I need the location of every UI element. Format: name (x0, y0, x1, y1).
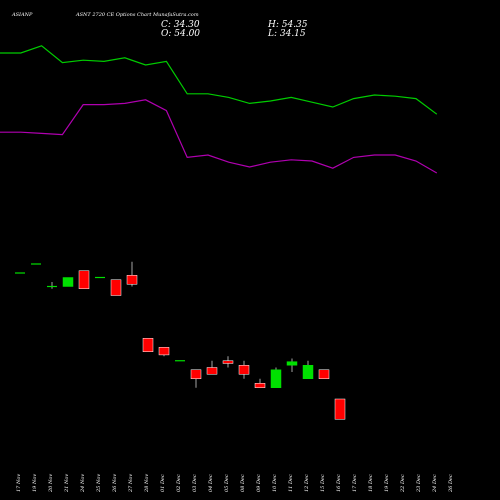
x-tick-label: 25 Nov (96, 474, 102, 493)
candle-body (238, 365, 250, 375)
green-indicator-line (0, 45, 438, 115)
candle-body (110, 279, 122, 296)
x-tick-label: 27 Nov (128, 474, 134, 493)
x-tick-label: 09 Dec (256, 474, 262, 492)
x-tick-label: 28 Nov (144, 474, 150, 493)
candle-body (62, 277, 74, 287)
x-tick-label: 02 Dec (176, 474, 182, 492)
x-tick-label: 21 Nov (64, 474, 70, 493)
x-tick-label: 01 Dec (160, 474, 166, 492)
x-tick-label: 18 Dec (368, 474, 374, 492)
x-tick-label: 05 Dec (224, 474, 230, 492)
candle-body (78, 270, 90, 289)
candle-body (270, 369, 282, 388)
candle-body (206, 367, 218, 375)
x-tick-label: 23 Dec (416, 474, 422, 493)
x-tick-label: 15 Dec (320, 474, 326, 492)
x-tick-label: 04 Dec (208, 474, 214, 492)
x-tick-label: 24 Nov (80, 474, 86, 493)
x-tick-label: 03 Dec (192, 474, 198, 492)
candle-body (334, 398, 346, 420)
candle-body (254, 383, 266, 388)
x-tick-label: 20 Nov (48, 474, 54, 493)
low-value: L: 34.15 (268, 29, 306, 39)
x-tick-label: 22 Dec (400, 474, 406, 493)
x-tick-label: 19 Dec (384, 474, 390, 492)
chart-title: ASNT 2720 CE Options Chart MunafaSutra.c… (76, 12, 199, 18)
candle-body (302, 365, 314, 379)
candle-body (126, 275, 138, 285)
x-tick-label: 17 Dec (352, 474, 358, 492)
close-value: C: 34.30 (161, 20, 200, 30)
candle-body (142, 338, 154, 352)
open-value: O: 54.00 (161, 29, 201, 39)
x-tick-label: 11 Dec (288, 474, 294, 492)
candle-body (190, 369, 202, 379)
magenta-indicator-line (0, 99, 438, 174)
chart-symbol: ASIANP (12, 12, 33, 18)
x-tick-label: 10 Dec (272, 474, 278, 492)
candle-body (158, 347, 170, 356)
x-tick-label: 26 Nov (112, 474, 118, 493)
x-tick-label: 19 Nov (32, 474, 38, 492)
x-tick-label: 24 Dec (432, 474, 438, 493)
candle-body (318, 369, 330, 379)
x-tick-label: 08 Dec (240, 474, 246, 492)
candle-body (222, 360, 234, 364)
high-value: H: 54.35 (268, 20, 308, 30)
x-tick-label: 12 Dec (304, 474, 310, 492)
candle-body (286, 361, 298, 366)
x-tick-label: 17 Nov (16, 474, 22, 492)
x-tick-label: 26 Dec (448, 474, 454, 493)
x-tick-label: 16 Dec (336, 474, 342, 492)
